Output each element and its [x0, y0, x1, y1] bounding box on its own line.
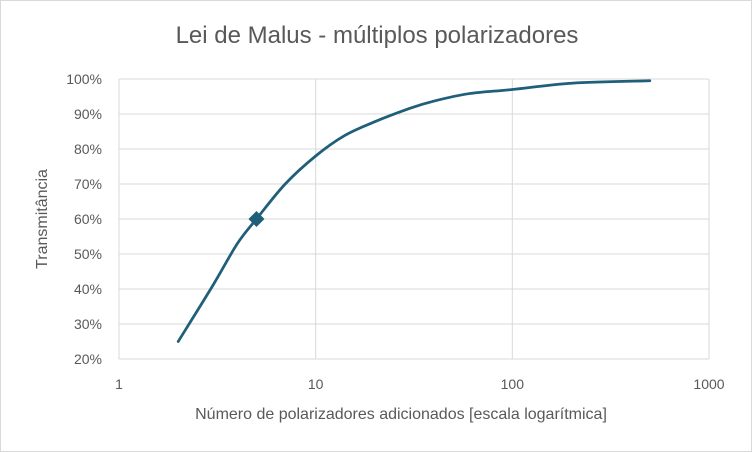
y-tick-label: 90%: [74, 106, 102, 122]
x-tick-label: 10: [308, 376, 324, 392]
gridlines: [118, 78, 710, 360]
y-tick-label: 80%: [74, 141, 102, 157]
y-tick-label: 60%: [74, 211, 102, 227]
y-axis-ticks: 20% 30% 40% 50% 60% 70% 80% 90% 100%: [66, 71, 102, 367]
y-tick-label: 70%: [74, 176, 102, 192]
highlight-marker: [248, 211, 265, 227]
x-axis-ticks: 1 10 100 1000: [115, 376, 725, 392]
y-axis-label: Transmitância: [34, 169, 51, 269]
x-axis-label: Número de polarizadores adicionados [esc…: [195, 406, 607, 423]
y-tick-label: 20%: [74, 351, 102, 367]
x-tick-label: 1: [115, 376, 123, 392]
y-tick-label: 40%: [74, 281, 102, 297]
x-tick-label: 1000: [693, 376, 724, 392]
series-line: [176, 79, 652, 343]
x-tick-label: 100: [501, 376, 525, 392]
y-tick-label: 50%: [74, 246, 102, 262]
y-tick-label: 100%: [66, 71, 102, 87]
y-tick-label: 30%: [74, 316, 102, 332]
chart-title: Lei de Malus - múltiplos polarizadores: [176, 22, 579, 49]
series-layer: [176, 79, 652, 343]
